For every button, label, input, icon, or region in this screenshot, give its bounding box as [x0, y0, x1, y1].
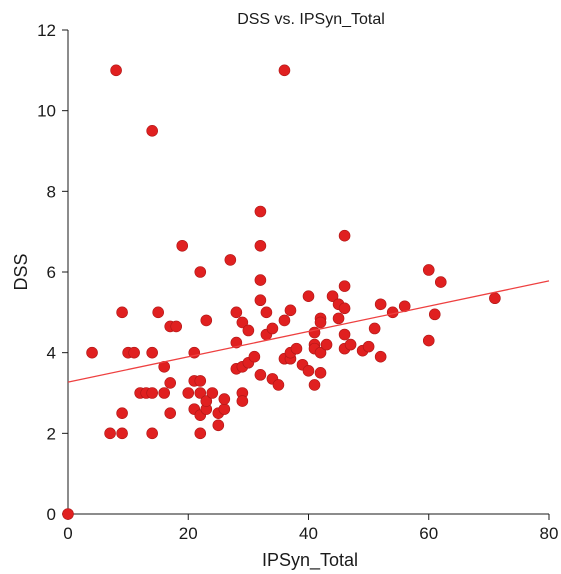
data-point: [194, 387, 207, 399]
data-point: [170, 320, 183, 333]
data-point: [164, 377, 177, 389]
data-point: [158, 387, 170, 399]
data-point: [146, 387, 158, 399]
data-point: [320, 338, 333, 351]
x-ticks: 0 20 40 60 80: [63, 514, 558, 543]
data-point: [314, 367, 327, 379]
data-point: [308, 326, 321, 339]
y-tick-label: 10: [37, 102, 56, 121]
data-point: [194, 427, 207, 440]
data-point: [338, 328, 351, 341]
data-point: [230, 336, 243, 349]
trendline: [67, 280, 550, 383]
data-point: [128, 346, 140, 359]
data-points: [62, 64, 501, 520]
data-point: [302, 290, 315, 303]
data-point: [182, 387, 195, 399]
data-point: [116, 407, 128, 419]
data-point: [212, 419, 225, 432]
data-point: [422, 334, 435, 347]
data-point: [254, 274, 267, 286]
data-point: [116, 427, 128, 440]
data-point: [146, 346, 158, 359]
data-point: [489, 292, 501, 305]
data-point: [176, 239, 189, 252]
data-point: [104, 427, 116, 440]
data-point: [332, 312, 345, 325]
data-point: [146, 125, 158, 137]
data-point: [338, 280, 351, 292]
data-point: [422, 264, 435, 276]
y-tick-label: 2: [47, 424, 56, 443]
data-point: [248, 350, 261, 363]
data-point: [374, 350, 387, 363]
data-point: [200, 395, 213, 407]
data-point: [200, 314, 213, 327]
data-point: [428, 308, 441, 321]
data-point: [218, 393, 231, 405]
y-ticks: 0 2 4 6 8 10 12: [37, 21, 68, 524]
data-point: [86, 346, 98, 359]
data-point: [254, 369, 267, 381]
axes: [67, 30, 549, 515]
data-point: [230, 306, 243, 319]
data-point: [434, 276, 447, 288]
x-tick-label: 0: [63, 524, 72, 543]
x-tick-label: 20: [179, 524, 198, 543]
data-point: [152, 306, 164, 319]
data-point: [254, 294, 267, 307]
data-point: [284, 304, 297, 317]
data-point: [326, 290, 339, 303]
data-point: [194, 266, 207, 278]
data-point: [62, 508, 74, 520]
data-point: [260, 306, 273, 319]
x-tick-label: 60: [419, 524, 438, 543]
trendline-group: [67, 280, 550, 383]
data-point: [272, 379, 285, 391]
chart-title: DSS vs. IPSyn_Total: [237, 11, 385, 28]
data-point: [290, 342, 303, 355]
data-point: [368, 322, 381, 335]
y-tick-label: 12: [37, 21, 56, 40]
data-point: [242, 324, 255, 337]
data-point: [164, 407, 177, 419]
data-point: [338, 229, 351, 242]
data-point: [254, 205, 267, 218]
x-tick-label: 40: [299, 524, 318, 543]
data-point: [302, 365, 315, 377]
data-point: [236, 316, 249, 329]
x-axis-title: IPSyn_Total: [262, 550, 358, 571]
data-point: [362, 340, 375, 353]
data-point: [206, 387, 219, 399]
data-point: [224, 254, 237, 266]
data-point: [146, 427, 158, 440]
data-point: [236, 395, 249, 407]
data-point: [254, 239, 267, 252]
data-point: [374, 298, 387, 311]
y-tick-label: 8: [47, 182, 56, 201]
y-tick-label: 6: [47, 263, 56, 282]
data-point: [314, 346, 327, 359]
data-point: [218, 403, 231, 415]
y-axis-title: DSS: [11, 253, 31, 290]
data-point: [344, 338, 357, 351]
data-point: [116, 306, 128, 319]
data-point: [266, 322, 279, 335]
y-tick-label: 4: [47, 344, 56, 363]
data-point: [308, 379, 321, 391]
data-point: [194, 375, 207, 387]
data-point: [278, 314, 291, 327]
data-point: [278, 64, 291, 77]
x-tick-label: 80: [540, 524, 559, 543]
data-point: [314, 316, 327, 329]
data-point: [110, 64, 122, 77]
data-point: [338, 302, 351, 315]
y-tick-label: 0: [47, 505, 56, 524]
